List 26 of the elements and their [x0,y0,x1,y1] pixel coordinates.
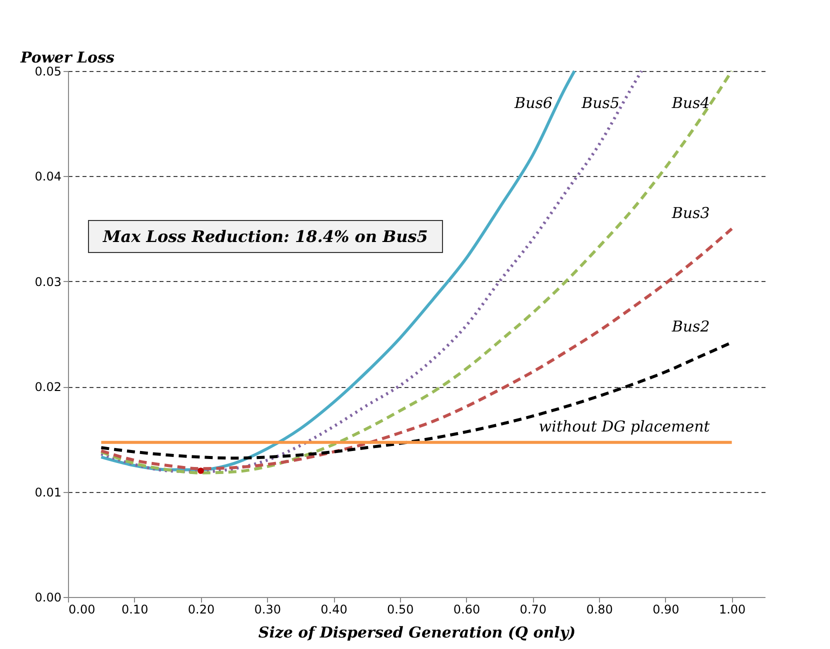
y-tick-label: 0.05 [34,64,62,78]
annotation: Max Loss Reduction: 18.4% on Bus5 [88,220,443,253]
x-tick-label: 0.90 [652,602,680,616]
y-tick-label: 0.01 [34,485,62,500]
x-tick-label: 0.20 [188,602,215,616]
series-label: Bus6 [514,94,553,112]
x-axis-title: Size of Dispersed Generation (Q only) [258,624,576,642]
y-axis-title: Power Loss [20,48,115,66]
x-tick-label: 0.10 [122,602,148,616]
x-tick-label: 0.60 [453,602,480,616]
series-label: Bus3 [670,204,710,222]
x-tick-label: 0.80 [586,602,613,616]
x-tick-label: 0.70 [520,602,547,616]
series-label: Bus5 [580,94,620,112]
x-tick-label: 0.30 [254,602,281,616]
series-label: Bus2 [670,317,710,336]
x-tick-label: 0.00 [68,602,96,616]
x-tick-label: 1.00 [718,602,746,616]
y-tick-label: 0.00 [34,590,62,604]
y-tick-label: 0.04 [34,170,62,184]
x-tick-label: 0.50 [387,602,414,616]
series-label: Bus4 [670,94,710,112]
y-tick-label: 0.03 [34,274,62,289]
x-tick-label: 0.40 [320,602,348,616]
series-label: without DG placement [538,417,711,436]
y-tick-label: 0.02 [34,380,62,394]
